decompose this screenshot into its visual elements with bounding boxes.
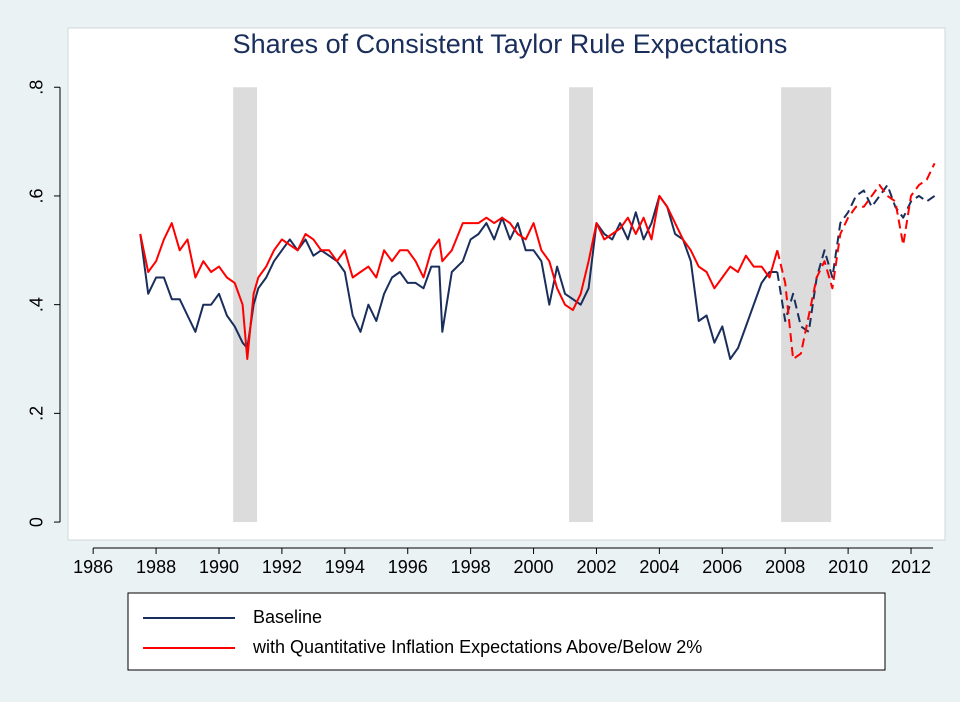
legend (127, 592, 886, 671)
series-line (139, 194, 779, 360)
legend-label: Baseline (253, 607, 322, 627)
legend-label: with Quantitative Inflation Expectations… (252, 637, 702, 657)
recession-band (233, 87, 258, 523)
x-tick-label: 2004 (639, 557, 679, 577)
x-tick-label: 1990 (199, 557, 239, 577)
x-tick-label: 2010 (828, 557, 868, 577)
y-tick-label: .8 (27, 80, 47, 95)
x-tick-label: 2002 (576, 557, 616, 577)
chart-title: Shares of Consistent Taylor Rule Expecta… (233, 29, 788, 59)
x-tick-label: 1986 (73, 557, 113, 577)
x-tick-label: 1988 (136, 557, 176, 577)
y-tick-label: 0 (27, 517, 47, 527)
recession-band (781, 87, 832, 523)
x-tick-label: 2012 (891, 557, 931, 577)
x-tick-label: 1998 (451, 557, 491, 577)
x-tick-label: 1992 (262, 557, 302, 577)
series-line (776, 162, 936, 360)
x-tick-label: 2008 (765, 557, 805, 577)
y-tick-label: .4 (27, 297, 47, 312)
x-tick-label: 1994 (325, 557, 365, 577)
y-tick-label: .2 (27, 406, 47, 421)
x-tick-label: 2006 (702, 557, 742, 577)
x-tick-label: 2000 (514, 557, 554, 577)
y-tick-label: .6 (27, 188, 47, 203)
x-tick-label: 1996 (388, 557, 428, 577)
